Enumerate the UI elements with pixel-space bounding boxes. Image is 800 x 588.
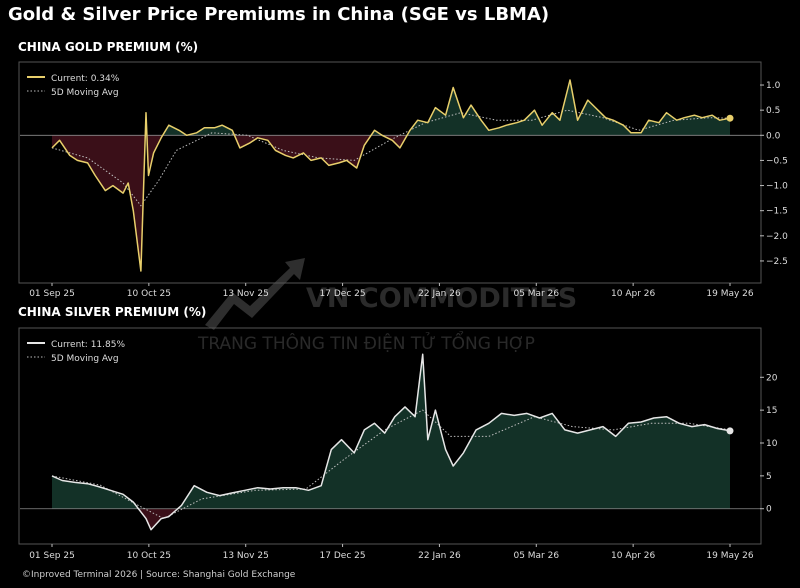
- gold-legend-current: Current: 0.34%: [51, 74, 120, 84]
- silver-legend-current: Current: 11.85%: [51, 340, 125, 350]
- silver-legend-ma: 5D Moving Avg: [51, 354, 119, 364]
- gold-legend-ma: 5D Moving Avg: [51, 88, 119, 98]
- silver-y-tick-label: 0: [766, 505, 772, 515]
- silver-panel-title: CHINA SILVER PREMIUM (%): [18, 305, 207, 319]
- gold-x-tick-label: 05 Mar 26: [513, 289, 559, 299]
- gold-x-tick-label: 10 Oct 25: [127, 289, 171, 299]
- gold-y-tick-label: −2.5: [766, 257, 788, 267]
- silver-premium-line: [51, 353, 731, 531]
- gold-negative-area: [52, 135, 408, 271]
- silver-plot-frame: [18, 327, 762, 545]
- gold-legend: Current: 0.34% 5D Moving Avg: [27, 74, 120, 98]
- gold-y-tick-label: −1.5: [766, 207, 788, 217]
- silver-x-tick-label: 10 Apr 26: [611, 551, 655, 561]
- silver-y-tick-label: 10: [766, 439, 778, 449]
- gold-x-tick-label: 19 May 26: [706, 289, 754, 299]
- silver-positive-area: [52, 354, 730, 509]
- page-title: Gold & Silver Price Premiums in China (S…: [8, 4, 550, 25]
- gold-y-tick-label: −1.0: [766, 182, 788, 192]
- silver-x-tick-label: 19 May 26: [706, 551, 754, 561]
- silver-x-tick-label: 10 Oct 25: [127, 551, 171, 561]
- silver-x-tick-label: 17 Dec 25: [320, 551, 366, 561]
- gold-panel-title: CHINA GOLD PREMIUM (%): [18, 40, 199, 54]
- gold-x-tick-label: 17 Dec 25: [320, 289, 366, 299]
- gold-x-tick-label: 22 Jan 26: [418, 289, 461, 299]
- gold-x-tick-label: 13 Nov 25: [223, 289, 269, 299]
- silver-y-tick-label: 5: [766, 472, 772, 482]
- gold-x-tick-label: 01 Sep 25: [29, 289, 75, 299]
- gold-y-tick-label: 0.0: [766, 131, 781, 141]
- silver-x-tick-label: 22 Jan 26: [418, 551, 461, 561]
- gold-y-tick-label: 0.5: [766, 106, 780, 116]
- silver-x-tick-label: 01 Sep 25: [29, 551, 75, 561]
- silver-legend: Current: 11.85% 5D Moving Avg: [27, 340, 125, 364]
- silver-negative-area: [138, 508, 178, 530]
- silver-x-tick-label: 13 Nov 25: [223, 551, 269, 561]
- gold-y-tick-label: 1.0: [766, 81, 781, 91]
- gold-plot-frame: [18, 61, 762, 284]
- silver-x-tick-label: 05 Mar 26: [513, 551, 559, 561]
- gold-current-point: [726, 114, 734, 122]
- silver-y-tick-label: 20: [766, 373, 778, 383]
- silver-y-tick-label: 15: [766, 406, 777, 416]
- gold-premium-line: [51, 79, 731, 272]
- gold-y-tick-label: −2.0: [766, 232, 788, 242]
- gold-positive-area: [52, 80, 730, 136]
- silver-moving-avg-line: [51, 409, 731, 520]
- gold-x-tick-label: 10 Apr 26: [611, 289, 655, 299]
- source-footer: ©Inproved Terminal 2026 | Source: Shangh…: [22, 570, 296, 580]
- gold-y-tick-label: −0.5: [766, 156, 788, 166]
- silver-current-point: [726, 427, 734, 435]
